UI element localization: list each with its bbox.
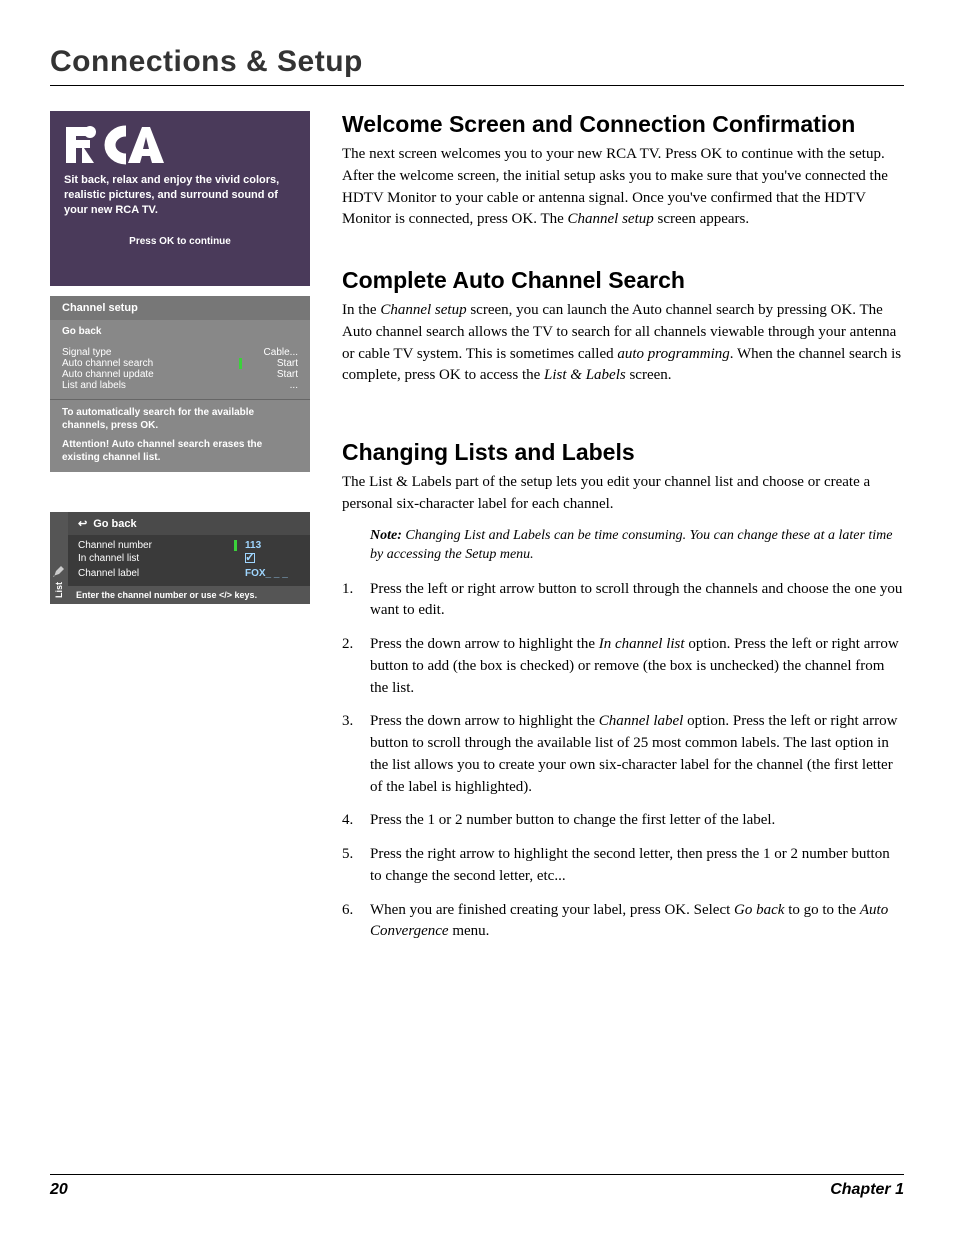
cs-row-value: Start (277, 369, 298, 380)
press-ok-prompt: Press OK to continue (64, 236, 296, 247)
pencil-icon (53, 566, 65, 578)
step-item: Press the down arrow to highlight the Ch… (342, 711, 904, 798)
section-welcome: Welcome Screen and Connection Confirmati… (342, 111, 904, 231)
text: screen. (626, 367, 672, 383)
text: Press the down arrow to highlight the (370, 636, 599, 652)
text: In the (342, 302, 380, 318)
section-lists-labels: Changing Lists and Labels The List & Lab… (342, 439, 904, 943)
step-item: Press the 1 or 2 number button to change… (342, 810, 904, 832)
list-row-label: In channel list (78, 553, 234, 566)
page-number: 20 (50, 1181, 68, 1199)
list-goback-label: Go back (93, 518, 136, 530)
content-row: Sit back, relax and enjoy the vivid colo… (50, 111, 904, 979)
channel-setup-title: Channel setup (50, 296, 310, 320)
italic-text: Go back (734, 902, 784, 918)
channel-setup-note: To automatically search for the availabl… (50, 400, 310, 438)
list-tab: List (50, 512, 68, 604)
channel-setup-goback: Go back (50, 320, 310, 343)
channel-setup-warning: Attention! Auto channel search erases th… (50, 438, 310, 472)
step-item: Press the left or right arrow button to … (342, 579, 904, 623)
section-heading: Welcome Screen and Connection Confirmati… (342, 111, 904, 138)
steps-list: Press the left or right arrow button to … (342, 579, 904, 944)
page-footer: 20 Chapter 1 (50, 1174, 904, 1199)
cs-row-label: Auto channel update (62, 369, 154, 380)
text: screen appears. (654, 211, 749, 227)
list-row-value (245, 553, 300, 566)
text: to go to the (784, 902, 859, 918)
italic-text: List & Labels (544, 367, 626, 383)
text: When you are finished creating your labe… (370, 902, 734, 918)
welcome-screen-mock: Sit back, relax and enjoy the vivid colo… (50, 111, 310, 286)
checkbox-icon (245, 553, 255, 563)
list-row-value: FOX_ _ _ (245, 568, 300, 579)
text: Press the down arrow to highlight the (370, 713, 599, 729)
channel-setup-rows: Signal type Cable... Auto channel search… (50, 343, 310, 399)
italic-text: In channel list (599, 636, 685, 652)
list-tab-label: List (54, 582, 64, 598)
section-body: The next screen welcomes you to your new… (342, 144, 904, 231)
text: Press the 1 or 2 number button to change… (370, 812, 775, 828)
cs-row-label: List and labels (62, 380, 126, 391)
note-block: Note: Changing List and Labels can be ti… (370, 526, 904, 565)
step-item: Press the right arrow to highlight the s… (342, 844, 904, 888)
italic-text: Channel setup (568, 211, 654, 227)
welcome-message: Sit back, relax and enjoy the vivid colo… (64, 173, 296, 218)
rca-logo (64, 125, 296, 165)
cs-row-label: Signal type (62, 347, 111, 358)
list-row-label: Channel number (78, 540, 234, 551)
section-heading: Changing Lists and Labels (342, 439, 904, 466)
italic-text: Channel label (599, 713, 684, 729)
list-row-label: Channel label (78, 568, 234, 579)
italic-text: auto programming (617, 346, 729, 362)
section-body: In the Channel setup screen, you can lau… (342, 300, 904, 387)
list-labels-mock: List ↩ Go back Channel number 113 In cha… (50, 512, 310, 604)
active-marker-icon (239, 358, 242, 369)
cs-row-value: Cable... (264, 347, 298, 358)
section-intro: The List & Labels part of the setup lets… (342, 472, 904, 516)
section-auto-search: Complete Auto Channel Search In the Chan… (342, 267, 904, 387)
text: Press the left or right arrow button to … (370, 581, 902, 619)
cs-row-value: ... (290, 380, 298, 391)
back-arrow-icon: ↩ (78, 517, 87, 530)
note-label: Note: (370, 528, 402, 543)
note-text: Changing List and Labels can be time con… (370, 528, 893, 563)
step-item: Press the down arrow to highlight the In… (342, 634, 904, 699)
left-column: Sit back, relax and enjoy the vivid colo… (50, 111, 312, 979)
list-goback: ↩ Go back (68, 512, 310, 535)
right-column: Welcome Screen and Connection Confirmati… (342, 111, 904, 979)
italic-text: Channel setup (380, 302, 466, 318)
page-title: Connections & Setup (50, 45, 904, 86)
step-item: When you are finished creating your labe… (342, 900, 904, 944)
text: menu. (449, 923, 490, 939)
text: Press the right arrow to highlight the s… (370, 846, 890, 884)
channel-setup-mock: Channel setup Go back Signal type Cable.… (50, 296, 310, 472)
cs-row-label: Auto channel search (62, 358, 153, 369)
chapter-label: Chapter 1 (830, 1181, 904, 1199)
cs-row-value: Start (277, 358, 298, 369)
active-marker-icon (234, 540, 237, 551)
list-footer-hint: Enter the channel number or use </> keys… (68, 586, 310, 604)
section-heading: Complete Auto Channel Search (342, 267, 904, 294)
